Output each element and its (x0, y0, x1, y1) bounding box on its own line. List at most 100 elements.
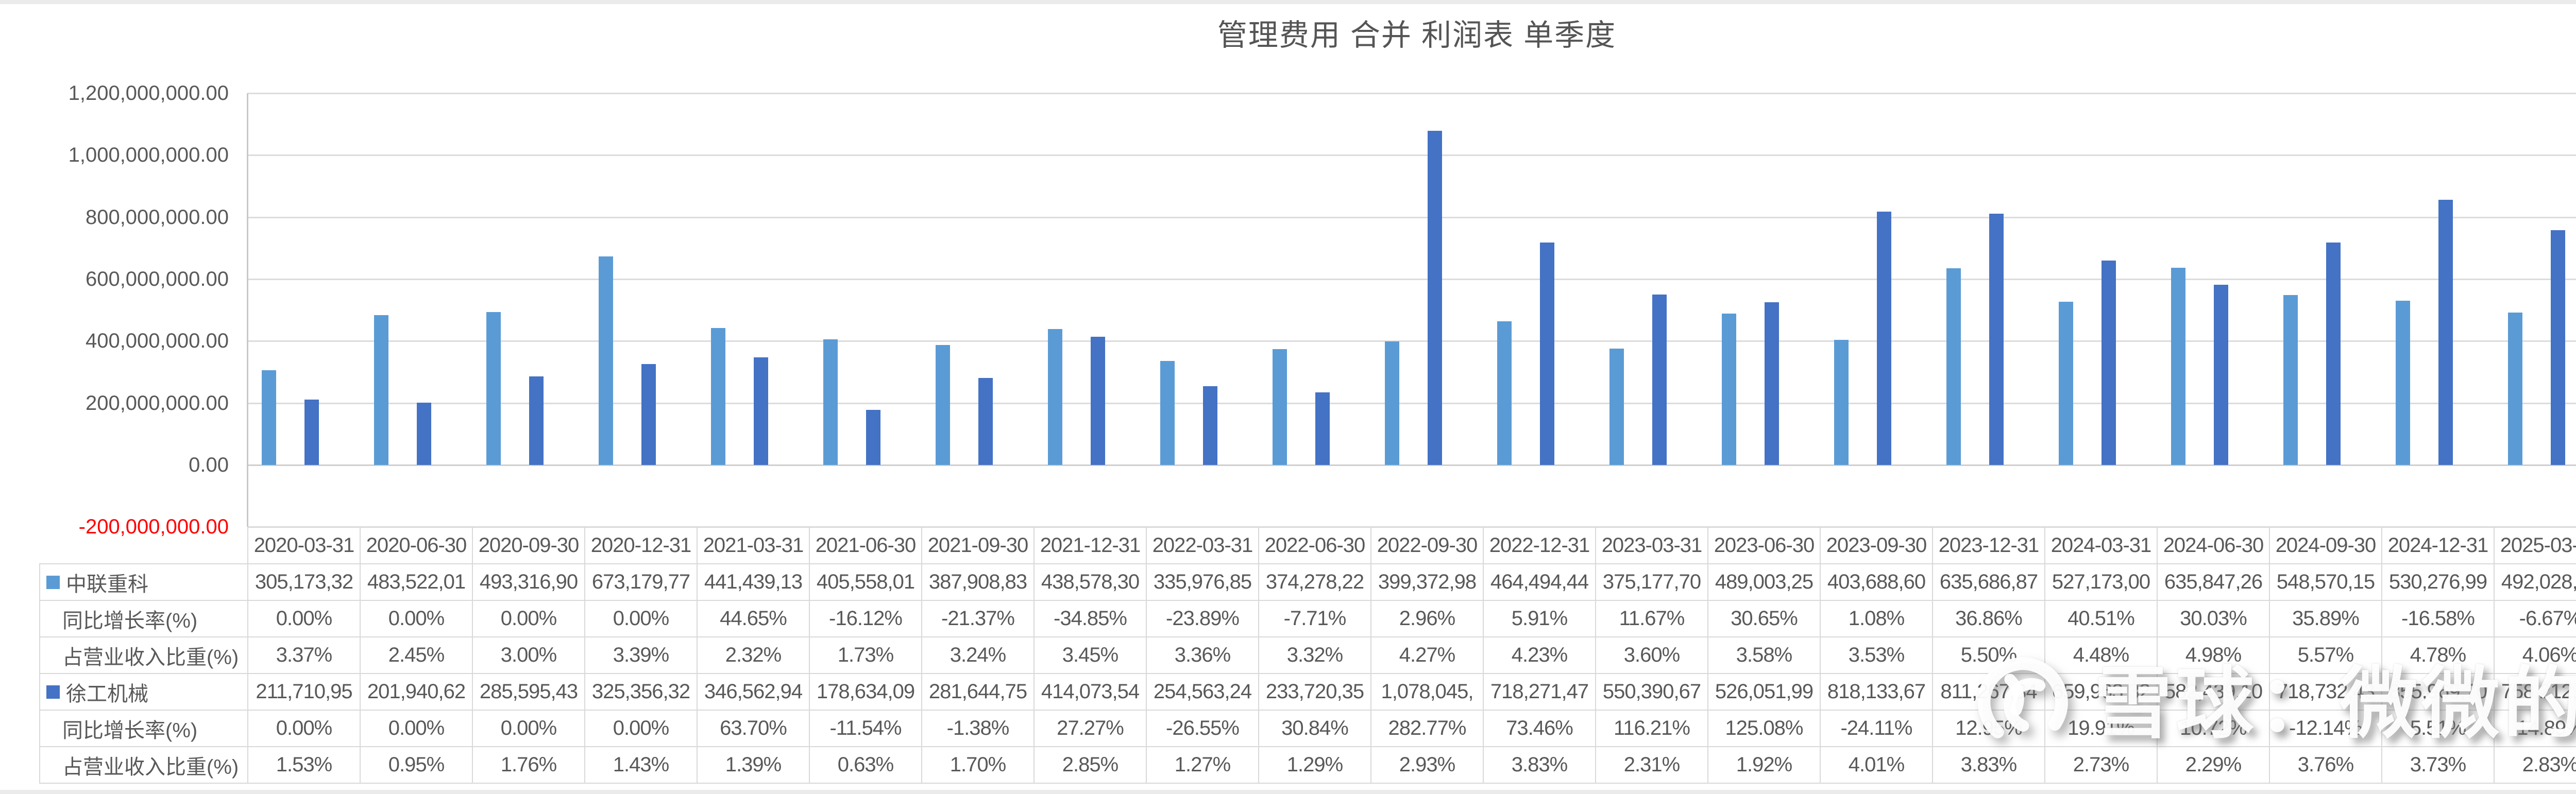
table-value-cell: 254,563,24 (1146, 673, 1259, 711)
table-value-cell: 1.92% (1707, 746, 1821, 784)
table-value-cell: 0.63% (809, 746, 922, 784)
table-value-cell: 5.57% (2269, 636, 2382, 674)
date-header-cell: 2020-12-31 (584, 527, 698, 564)
table-value-cell: 438,578,30 (1033, 563, 1147, 601)
table-value-cell: 44.65% (697, 600, 810, 637)
zoomlion-bar (374, 315, 388, 465)
y-axis-tick-label: 200,000,000.00 (85, 391, 229, 415)
table-value-cell: 19.91% (2044, 710, 2158, 747)
table-value-cell: 3.00% (472, 636, 585, 674)
zoomlion-bar (2396, 301, 2410, 465)
date-header-cell: 2021-12-31 (1033, 527, 1147, 564)
table-value-cell: 10.72% (2157, 710, 2270, 747)
table-value-cell: 3.83% (1932, 746, 2045, 784)
table-value-cell: 3.32% (1258, 636, 1371, 674)
table-value-cell: -21.37% (921, 600, 1035, 637)
date-header-cell: 2022-03-31 (1146, 527, 1259, 564)
table-value-cell: 414,073,54 (1033, 673, 1147, 711)
table-value-cell: 3.83% (1483, 746, 1596, 784)
row-label-text: 同比增长率(%) (62, 609, 198, 632)
xcmg-bar (1877, 212, 1891, 465)
table-value-cell: 0.00% (247, 600, 361, 637)
date-header-cell: 2024-09-30 (2269, 527, 2382, 564)
table-value-cell: 11.67% (1595, 600, 1708, 637)
zoomlion-bar (2508, 313, 2522, 465)
table-value-cell: 489,003,25 (1707, 563, 1821, 601)
table-value-cell: 718,271,47 (1483, 673, 1596, 711)
table-value-cell: 818,133,67 (1820, 673, 1933, 711)
gridline (248, 340, 2576, 342)
table-value-cell: 483,522,01 (360, 563, 473, 601)
date-header-cell: 2022-09-30 (1370, 527, 1484, 564)
legend-swatch (46, 575, 60, 589)
zoomlion-bar (1609, 349, 1624, 465)
row-label-metric: 同比增长率(%) (39, 600, 248, 637)
table-value-cell: 36.86% (1932, 600, 2045, 637)
date-header-cell: 2023-03-31 (1595, 527, 1708, 564)
zoomlion-bar (1497, 321, 1512, 465)
table-value-cell: 30.03% (2157, 600, 2270, 637)
table-value-cell: 1.70% (921, 746, 1035, 784)
table-value-cell: 811,267,34 (1932, 673, 2045, 711)
row-label-company-legend: 中联重科 (39, 563, 248, 601)
zoomlion-bar (1722, 314, 1736, 465)
xcmg-bar (1765, 302, 1779, 465)
xcmg-bar (1203, 386, 1217, 465)
date-header-cell: 2023-09-30 (1820, 527, 1933, 564)
table-value-cell: 4.01% (1820, 746, 1933, 784)
table-value-cell: 374,278,22 (1258, 563, 1371, 601)
y-axis-tick-label: 800,000,000.00 (85, 205, 229, 229)
zoomlion-bar (1385, 341, 1399, 465)
table-value-cell: 1.76% (472, 746, 585, 784)
table-value-cell: 3.36% (1146, 636, 1259, 674)
table-value-cell: 3.58% (1707, 636, 1821, 674)
table-value-cell: 1.39% (697, 746, 810, 784)
table-value-cell: 211,710,95 (247, 673, 361, 711)
top-edge-strip (0, 0, 2576, 4)
row-label-metric: 占营业收入比重(%) (39, 746, 248, 784)
table-value-cell: 1.29% (1258, 746, 1371, 784)
xcmg-bar (2551, 230, 2565, 465)
xcmg-bar (978, 378, 993, 465)
xcmg-bar (304, 400, 319, 465)
xcmg-bar (1989, 214, 2004, 465)
row-label-metric: 同比增长率(%) (39, 710, 248, 747)
table-value-cell: 441,439,13 (697, 563, 810, 601)
table-value-cell: 0.00% (360, 710, 473, 747)
table-value-cell: 0.00% (472, 710, 585, 747)
row-label-text: 占营业收入比重(%) (62, 646, 239, 669)
row-label-company-legend: 徐工机械 (39, 673, 248, 711)
table-value-cell: 63.70% (697, 710, 810, 747)
table-value-cell: 375,177,70 (1595, 563, 1708, 601)
table-value-cell: 285,595,43 (472, 673, 585, 711)
table-value-cell: -23.89% (1146, 600, 1259, 637)
xcmg-bar (2438, 200, 2453, 465)
table-value-cell: 4.23% (1483, 636, 1596, 674)
table-value-cell: 3.45% (1033, 636, 1147, 674)
table-value-cell: -16.58% (2381, 600, 2495, 637)
y-axis-tick-label: 1,000,000,000.00 (68, 144, 229, 167)
date-header-cell: 2023-06-30 (1707, 527, 1821, 564)
table-value-cell: 2.29% (2157, 746, 2270, 784)
table-value-cell: -12.14% (2269, 710, 2382, 747)
row-label-text: 占营业收入比重(%) (62, 755, 239, 779)
table-value-cell: 30.84% (1258, 710, 1371, 747)
table-value-cell: 0.00% (584, 710, 698, 747)
date-header-cell: 2021-09-30 (921, 527, 1035, 564)
table-value-cell: 527,173,00 (2044, 563, 2158, 601)
table-value-cell: 1.08% (1820, 600, 1933, 637)
table-value-cell: -16.12% (809, 600, 922, 637)
table-value-cell: 758,212,72 (2494, 673, 2576, 711)
table-value-cell: 3.24% (921, 636, 1035, 674)
date-header-cell: 2023-12-31 (1932, 527, 2045, 564)
y-axis-tick-label: 400,000,000.00 (85, 330, 229, 353)
table-value-cell: 233,720,35 (1258, 673, 1371, 711)
date-header-cell: 2022-06-30 (1258, 527, 1371, 564)
table-value-cell: 4.48% (2044, 636, 2158, 674)
date-header-cell: 2021-03-31 (697, 527, 810, 564)
table-value-cell: -11.54% (809, 710, 922, 747)
table-value-cell: 4.78% (2381, 636, 2495, 674)
chart-title: 管理费用 合并 利润表 单季度 (1217, 19, 1617, 52)
table-value-cell: 281,644,75 (921, 673, 1035, 711)
zoomlion-bar (1946, 268, 1961, 465)
